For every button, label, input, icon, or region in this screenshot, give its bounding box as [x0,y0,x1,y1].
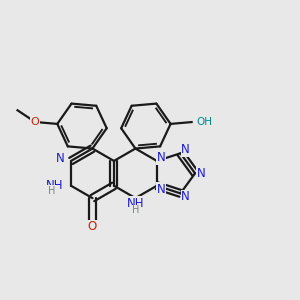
Text: H: H [48,186,55,196]
Text: N: N [157,151,166,164]
Text: N: N [181,143,190,156]
Text: N: N [157,183,166,196]
Text: NH: NH [46,179,64,192]
Text: N: N [56,152,64,165]
Text: O: O [31,117,39,127]
Text: OH: OH [197,117,213,127]
Text: N: N [181,190,190,203]
Text: H: H [132,206,139,215]
Text: O: O [88,220,97,233]
Text: NH: NH [127,197,144,210]
Text: N: N [197,167,206,180]
